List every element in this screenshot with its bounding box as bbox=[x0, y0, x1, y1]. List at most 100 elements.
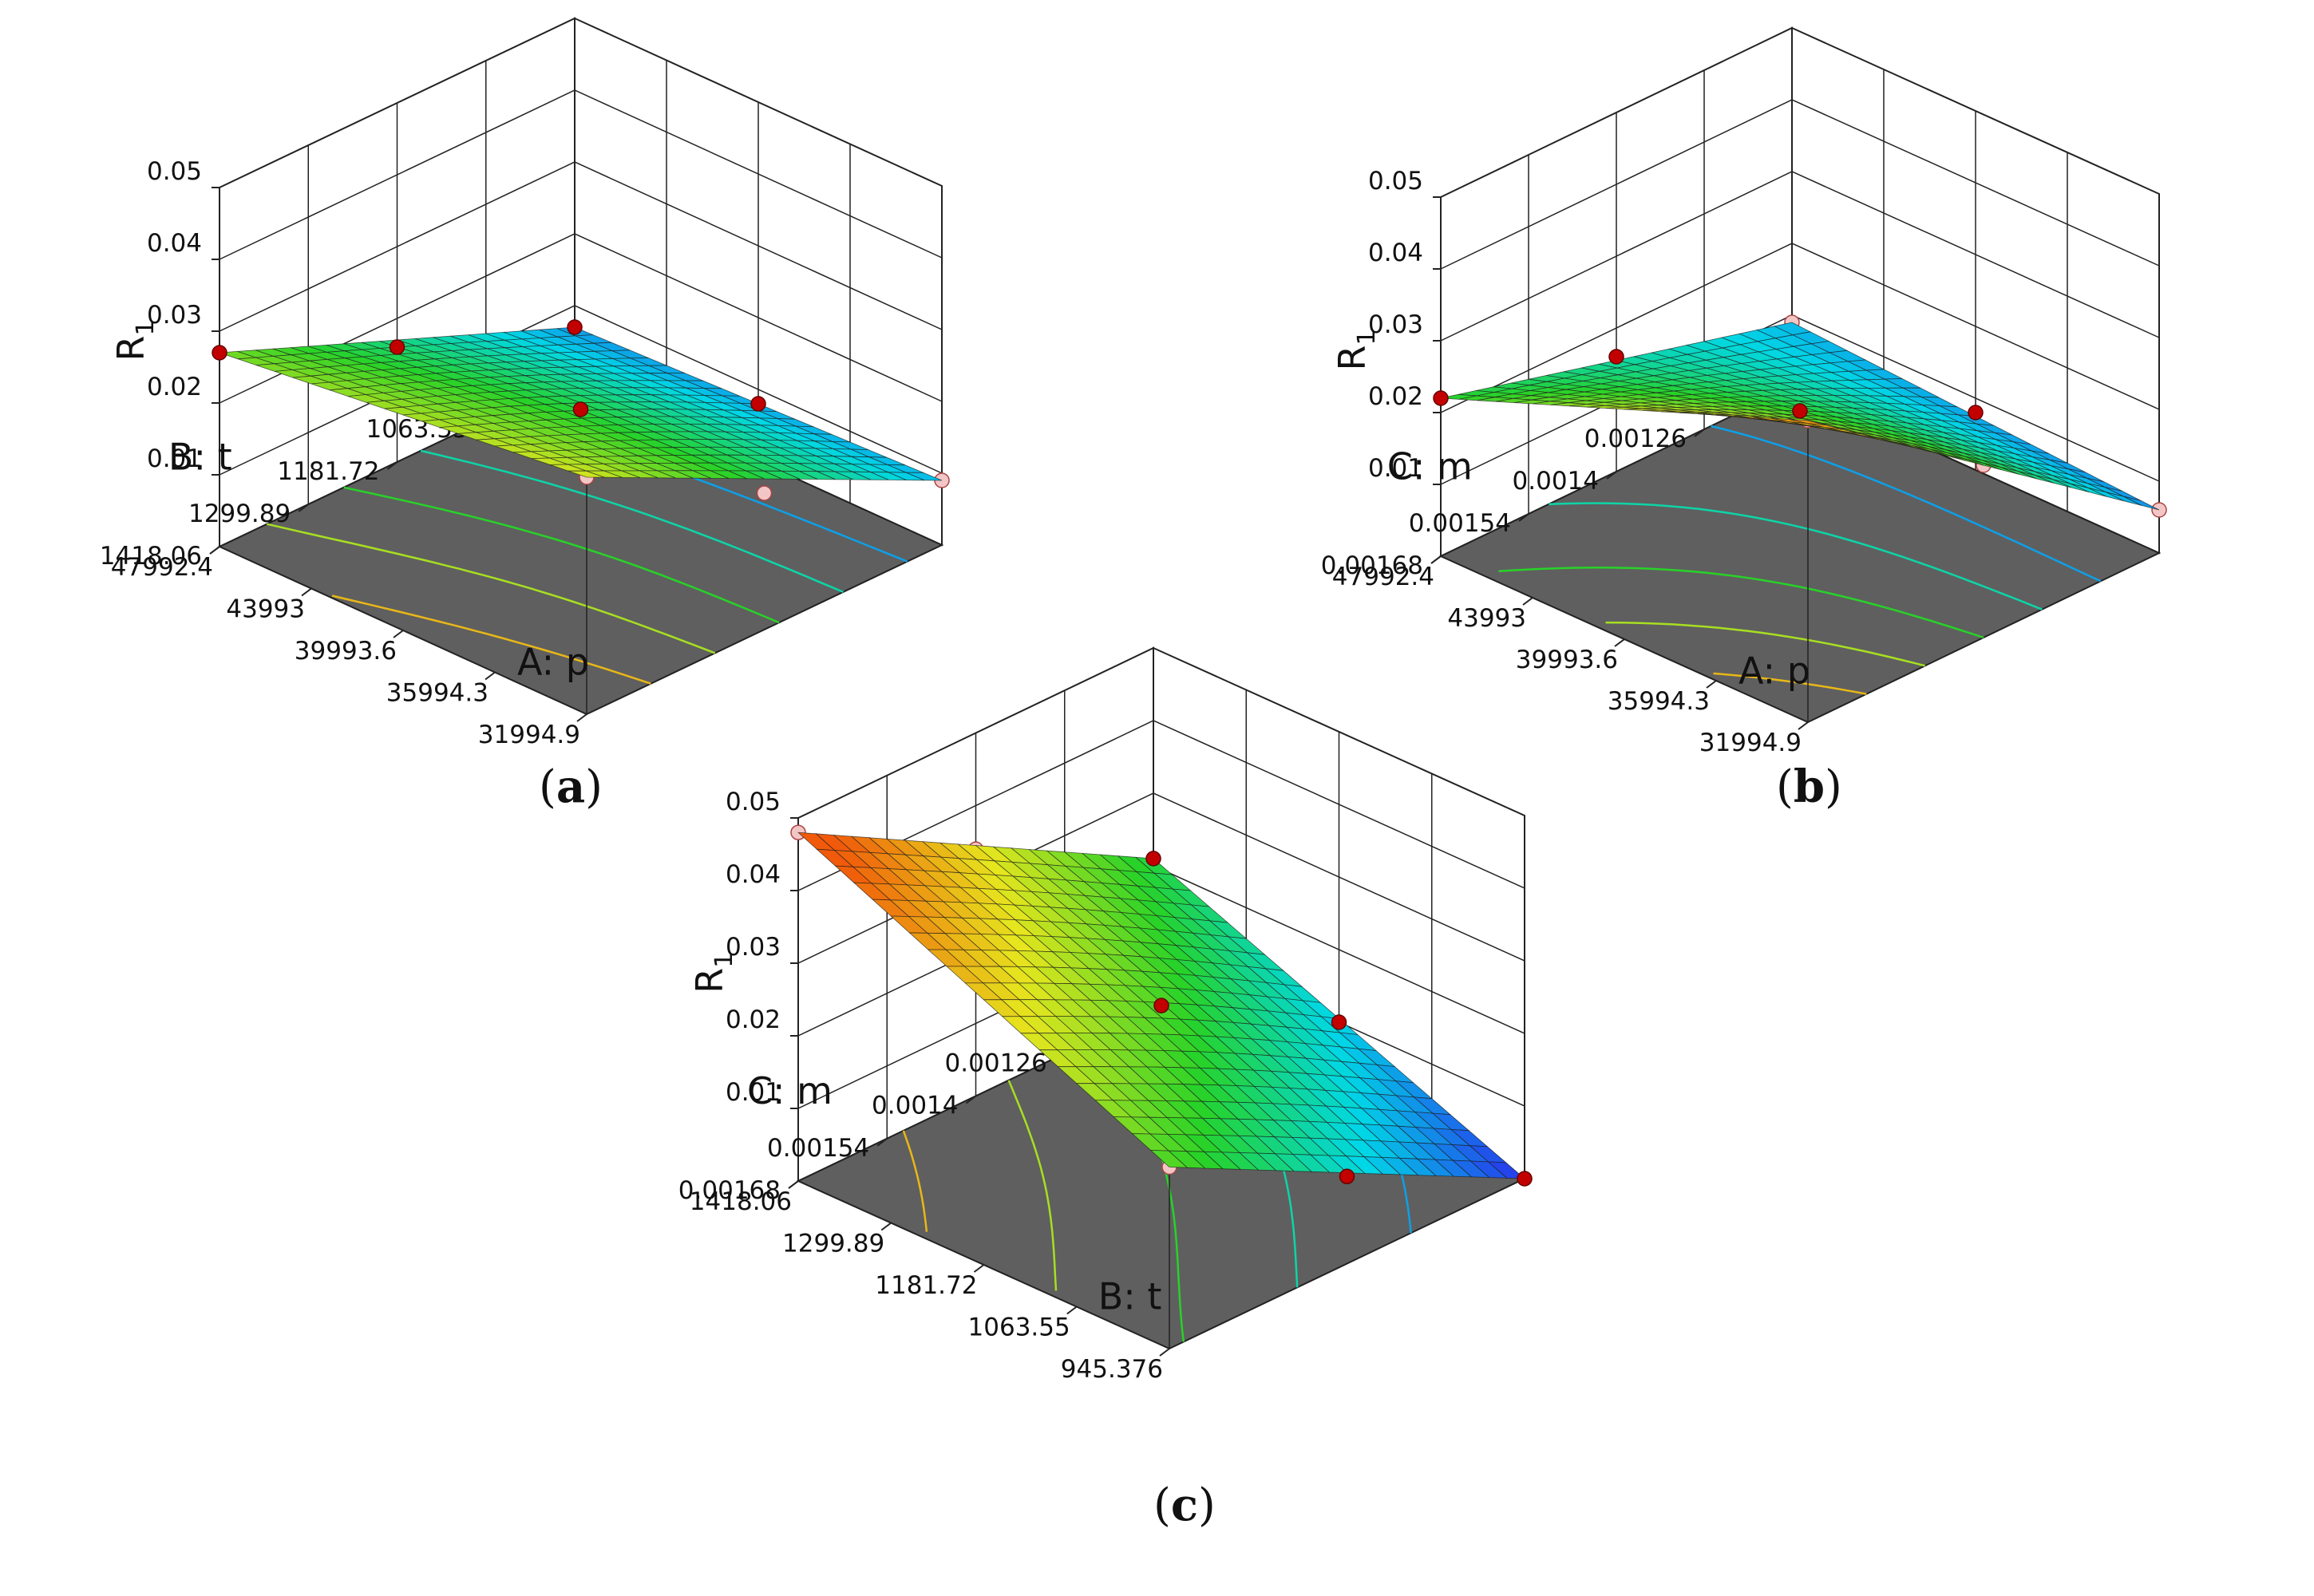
design-point bbox=[1145, 851, 1161, 867]
x-tick-label: 1299.89 bbox=[188, 500, 291, 528]
x-tick-mark bbox=[1606, 471, 1617, 480]
response-surface bbox=[797, 832, 1526, 1179]
wall-grid-line bbox=[219, 161, 943, 332]
contour-line bbox=[1605, 621, 1926, 667]
y-tick-label: 39993.6 bbox=[1516, 646, 1618, 674]
y-tick-mark bbox=[301, 587, 312, 597]
y-axis: 31994.9 35994.3 39993.6 43993 47992.4 A: p bbox=[111, 546, 589, 749]
x-tick-mark bbox=[1694, 429, 1705, 437]
design-point bbox=[1433, 390, 1449, 406]
design-points-above bbox=[1433, 349, 1984, 421]
z-tick-label: 0.03 bbox=[726, 933, 781, 962]
y-tick-mark bbox=[1159, 1348, 1170, 1357]
design-point bbox=[567, 319, 583, 335]
caption-letter: c bbox=[1171, 1479, 1198, 1531]
x-tick-label: 0.0014 bbox=[872, 1092, 958, 1120]
y-tick-label: 1418.06 bbox=[690, 1187, 792, 1216]
z-axis-label-subscript: 1 bbox=[132, 320, 160, 335]
y-tick-mark bbox=[1066, 1306, 1078, 1315]
y-tick-mark bbox=[1430, 555, 1442, 564]
design-point bbox=[1331, 1014, 1347, 1030]
z-axis-label-text: R bbox=[1331, 346, 1374, 371]
z-tick-label: 0.05 bbox=[726, 788, 781, 816]
contour-line bbox=[1007, 1080, 1058, 1291]
z-tick-label: 0.04 bbox=[726, 860, 781, 889]
design-points-above bbox=[1145, 851, 1533, 1187]
z-tick-label: 0.05 bbox=[1368, 167, 1423, 196]
caption-close-paren: ) bbox=[585, 761, 603, 813]
design-point bbox=[389, 339, 405, 355]
x-tick-label: 0.00168 bbox=[1321, 551, 1423, 580]
y-tick-label: 43993 bbox=[1447, 604, 1526, 633]
design-points-above bbox=[212, 319, 766, 417]
y-axis: 31994.9 35994.3 39993.6 43993 47992.4 A: p bbox=[1332, 555, 1810, 757]
z-axis: 0.01 0.02 0.03 0.04 0.05 R1 bbox=[109, 157, 220, 547]
y-tick-mark bbox=[788, 1180, 799, 1189]
wall-grid-line bbox=[797, 720, 1525, 891]
y-axis-name: B: t bbox=[1098, 1275, 1162, 1318]
caption-close-paren: ) bbox=[1825, 761, 1842, 813]
x-axis-name: B: t bbox=[168, 436, 232, 479]
y-tick-mark bbox=[880, 1222, 892, 1231]
x-tick-label: 0.00168 bbox=[678, 1176, 781, 1205]
y-tick-label: 43993 bbox=[226, 595, 305, 624]
design-point bbox=[1792, 403, 1808, 419]
contour-line bbox=[267, 523, 716, 654]
z-tick-label: 0.01 bbox=[726, 1078, 781, 1107]
panel-b: 0.010.020.030.040.05R10.001120.001260.00… bbox=[1321, 26, 2167, 813]
x-axis-name: C: m bbox=[747, 1069, 833, 1112]
z-axis: 0.01 0.02 0.03 0.04 0.05 R1 bbox=[688, 788, 799, 1181]
y-axis-name: A: p bbox=[1738, 649, 1810, 692]
x-axis-name: C: m bbox=[1387, 445, 1473, 488]
caption-letter: b bbox=[1794, 760, 1825, 813]
x-tick-mark bbox=[298, 504, 309, 512]
response-surface bbox=[219, 326, 943, 481]
x-tick-mark bbox=[965, 1095, 977, 1104]
z-axis-label-subscript: 1 bbox=[1353, 330, 1381, 345]
caption-open-paren: ( bbox=[1153, 1479, 1171, 1531]
x-tick-mark bbox=[1518, 513, 1529, 522]
z-axis-label: R1 bbox=[688, 953, 738, 994]
y-tick-mark bbox=[1614, 638, 1625, 647]
x-tick-label: 0.00154 bbox=[1409, 509, 1511, 538]
wall-grid-line bbox=[219, 305, 943, 476]
wall-grid-line bbox=[1440, 243, 2160, 413]
x-tick-label: 0.00126 bbox=[1584, 425, 1687, 453]
caption-open-paren: ( bbox=[1776, 761, 1794, 813]
y-axis-name: A: p bbox=[517, 641, 589, 684]
panel-c: 0.010.020.030.040.05R10.001120.001260.00… bbox=[678, 646, 1533, 1531]
y-tick-label: 35994.3 bbox=[386, 678, 489, 707]
contour-line bbox=[1549, 502, 2043, 610]
design-point bbox=[572, 401, 589, 417]
y-tick-label: 31994.9 bbox=[1699, 729, 1802, 757]
wall-grid-line bbox=[1440, 171, 2160, 342]
z-tick-label: 0.04 bbox=[1368, 239, 1423, 267]
caption-letter: a bbox=[556, 760, 585, 813]
contour-line bbox=[331, 595, 651, 685]
surface-cell bbox=[1789, 419, 1826, 425]
y-tick-mark bbox=[1522, 597, 1533, 606]
x-tick-label: 0.00154 bbox=[767, 1134, 869, 1163]
design-point bbox=[756, 485, 773, 501]
y-tick-mark bbox=[576, 713, 587, 722]
x-tick-label: 0.0014 bbox=[1513, 467, 1599, 496]
z-tick-label: 0.03 bbox=[147, 301, 202, 330]
contour-line bbox=[343, 486, 780, 624]
y-axis: 945.376 1063.55 1181.72 1299.89 1418.06 B: t bbox=[690, 1180, 1170, 1384]
y-tick-label: 47992.4 bbox=[1332, 563, 1434, 591]
surface-cell bbox=[568, 470, 605, 478]
contour-line bbox=[420, 449, 844, 594]
y-tick-label: 945.376 bbox=[1061, 1355, 1163, 1384]
wall-grid-line bbox=[1440, 99, 2160, 270]
z-tick-label: 0.02 bbox=[1368, 382, 1423, 411]
z-tick-label: 0.02 bbox=[147, 373, 202, 401]
z-axis-label-text: R bbox=[109, 336, 152, 361]
y-tick-label: 1181.72 bbox=[875, 1271, 977, 1300]
y-tick-label: 47992.4 bbox=[111, 553, 213, 582]
z-tick-label: 0.01 bbox=[1368, 454, 1423, 483]
contour-line bbox=[902, 1130, 928, 1232]
y-tick-mark bbox=[485, 671, 496, 681]
z-axis-label-subscript: 1 bbox=[710, 953, 738, 968]
design-point bbox=[1968, 405, 1984, 421]
